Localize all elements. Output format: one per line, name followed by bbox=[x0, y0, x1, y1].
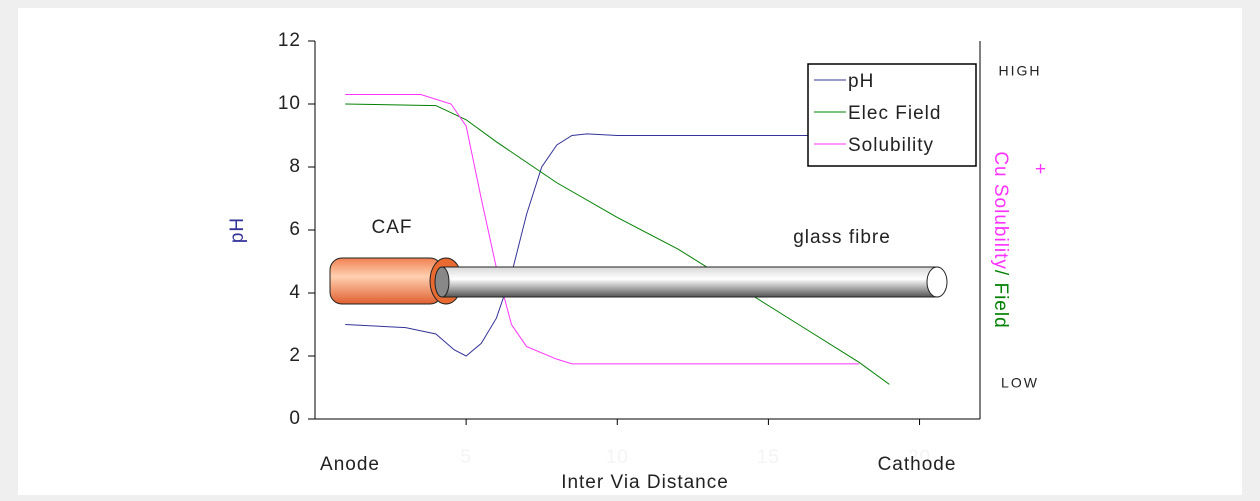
x-axis-label: Inter Via Distance bbox=[561, 472, 729, 493]
y-axis-label: pH bbox=[227, 217, 248, 243]
legend-label: pH bbox=[848, 71, 874, 92]
caf-label: CAF bbox=[372, 217, 413, 238]
y-tick-label: 12 bbox=[278, 30, 301, 51]
y-tick-label: 2 bbox=[289, 345, 301, 366]
y-tick-label: 6 bbox=[289, 219, 301, 240]
fibre-start bbox=[435, 267, 449, 297]
y2-high: HIGH bbox=[999, 63, 1042, 79]
y-tick-label: 10 bbox=[278, 93, 301, 114]
caf-cylinder bbox=[330, 258, 442, 304]
fibre-label: glass fibre bbox=[793, 227, 891, 248]
panel bbox=[18, 8, 1242, 495]
legend-label: Solubility bbox=[848, 135, 934, 156]
anode-label: Anode bbox=[320, 454, 380, 475]
x-tick-label: 10 bbox=[606, 447, 629, 468]
plus-mark: + bbox=[1035, 159, 1047, 180]
y2-label-solubility: Cu Solubility bbox=[990, 151, 1011, 270]
x-tick-label: 15 bbox=[757, 447, 780, 468]
y-tick-label: 4 bbox=[289, 282, 301, 303]
page: {"chart_data": { "type": "line", "x_labe… bbox=[0, 0, 1260, 501]
y2-axis-label: Cu Solubility/ Field bbox=[990, 151, 1011, 328]
y-tick-label: 8 bbox=[289, 156, 301, 177]
y2-label-field: / Field bbox=[990, 270, 1011, 329]
legend: pH Elec Field Solubility bbox=[808, 64, 976, 166]
chart: 0246810125101520 CAF glass fibre Anode C… bbox=[0, 0, 1260, 501]
fibre-end bbox=[927, 267, 947, 297]
glass-fibre bbox=[442, 267, 938, 297]
y2-low: LOW bbox=[1001, 375, 1039, 391]
x-tick-label: 5 bbox=[460, 447, 472, 468]
cathode-label: Cathode bbox=[878, 454, 957, 475]
legend-label: Elec Field bbox=[848, 103, 941, 124]
y-tick-label: 0 bbox=[289, 408, 301, 429]
